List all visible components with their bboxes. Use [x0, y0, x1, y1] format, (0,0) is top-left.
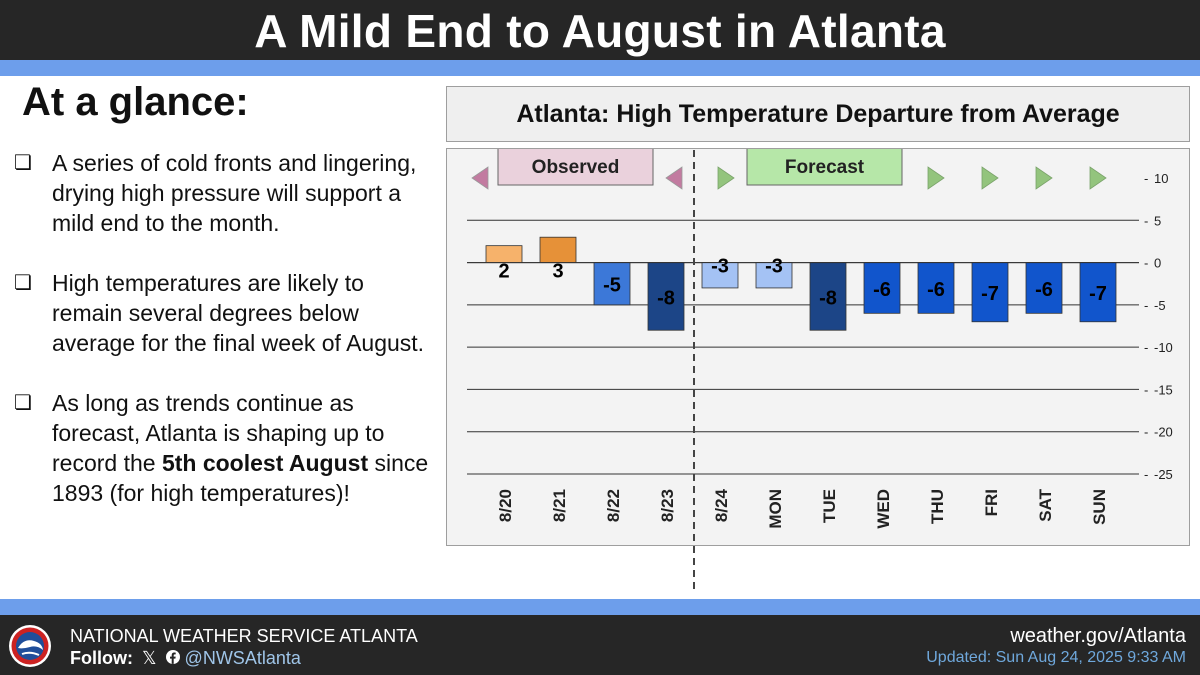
bar — [917, 262, 955, 314]
y-tick-label: -10 — [1154, 340, 1173, 355]
bar-data-label: 3 — [552, 261, 563, 283]
forecast-arrow-icon — [717, 166, 735, 190]
bar-data-label: -5 — [603, 275, 621, 297]
forecast-label: Forecast — [785, 157, 865, 178]
bar-data-label: -3 — [711, 256, 729, 278]
bar — [971, 262, 1009, 323]
footer: NATIONAL WEATHER SERVICE ATLANTA Follow:… — [0, 615, 1200, 675]
bottom-accent-band — [0, 599, 1200, 615]
glance-bullet: ❏ A series of cold fronts and lingering, … — [14, 148, 434, 238]
x-tick-label: 8/20 — [496, 489, 515, 522]
y-tick-label: -20 — [1154, 425, 1173, 440]
bullet-text: since 1893 (for high temperatures)! — [52, 450, 429, 506]
y-tick-label: - — [1144, 425, 1148, 440]
forecast-label-box — [746, 149, 903, 186]
bar — [1025, 262, 1063, 314]
bullet-text: A series of cold fronts and lingering, d… — [52, 150, 417, 236]
y-tick-label: - — [1144, 171, 1148, 186]
bar — [593, 262, 631, 306]
bar — [539, 236, 577, 263]
x-tick-label: 8/24 — [712, 488, 731, 522]
follow-label: Follow: — [70, 648, 133, 668]
bar — [755, 262, 793, 289]
checkbox-icon: ❏ — [14, 152, 32, 174]
checkbox-icon: ❏ — [14, 392, 32, 414]
website-link[interactable]: weather.gov/Atlanta — [1010, 625, 1186, 647]
bar-data-label: 2 — [498, 261, 509, 283]
y-tick-label: - — [1144, 340, 1148, 355]
observed-arrow-icon — [665, 166, 683, 190]
forecast-arrow-icon — [1035, 166, 1053, 190]
org-name: NATIONAL WEATHER SERVICE ATLANTA — [70, 626, 418, 646]
y-tick-label: - — [1144, 467, 1148, 482]
bullet-text: As long as trends continue as forecast, … — [52, 390, 385, 476]
x-tick-label: MON — [766, 489, 785, 529]
glance-bullet: ❏ High temperatures are likely to remain … — [14, 268, 434, 358]
observed-label: Observed — [532, 157, 620, 178]
bar-data-label: -3 — [765, 256, 783, 278]
glance-heading: At a glance: — [22, 80, 249, 124]
bar — [701, 262, 739, 289]
x-tick-label: 8/21 — [550, 489, 569, 522]
bullet-emphasis: 5th coolest August — [161, 450, 369, 476]
bar-data-label: -6 — [1035, 279, 1053, 301]
bar — [1079, 262, 1117, 323]
divider-overlay — [693, 150, 695, 590]
y-tick-label: -25 — [1154, 467, 1173, 482]
bar-data-label: -8 — [657, 287, 675, 309]
observed-label-box — [497, 149, 654, 186]
y-tick-label: -15 — [1154, 382, 1173, 397]
x-tick-label: THU — [928, 489, 947, 524]
glance-bullet: ❏ As long as trends continue as forecast,… — [14, 388, 434, 508]
checkbox-icon: ❏ — [14, 272, 32, 294]
y-tick-label: - — [1144, 213, 1148, 228]
x-tick-label: WED — [874, 489, 893, 529]
forecast-arrow-icon — [927, 166, 945, 190]
forecast-arrow-icon — [981, 166, 999, 190]
glance-bullet-list: ❏ A series of cold fronts and lingering, … — [14, 148, 434, 538]
x-tick-label: SAT — [1036, 488, 1055, 521]
x-tick-label: 8/23 — [658, 489, 677, 522]
x-tick-label: 8/22 — [604, 489, 623, 522]
follow-line: Follow: 𝕏 @NWSAtlanta — [70, 648, 301, 669]
observed-arrow-icon — [471, 166, 489, 190]
y-tick-label: -5 — [1154, 298, 1166, 313]
bar-data-label: -7 — [981, 283, 999, 305]
chart-area: -10-5-0- -5- -10- -15- -20- -25 Observed Foreca… — [446, 148, 1190, 546]
top-accent-band — [0, 60, 1200, 76]
y-tick-label: - — [1144, 382, 1148, 397]
x-icon[interactable]: 𝕏 — [142, 648, 157, 668]
y-tick-label: 5 — [1154, 213, 1161, 228]
forecast-arrow-icon — [1089, 166, 1107, 190]
bar-data-label: -8 — [819, 287, 837, 309]
x-tick-label: FRI — [982, 489, 1001, 516]
y-tick-label: 0 — [1154, 256, 1161, 271]
bar-data-label: -6 — [873, 279, 891, 301]
nws-logo-icon — [9, 625, 51, 667]
bar-data-label: -6 — [927, 279, 945, 301]
social-handle-link[interactable]: @NWSAtlanta — [184, 648, 301, 668]
chart-title-box: Atlanta: High Temperature Departure from… — [446, 86, 1190, 142]
y-tick-label: - — [1144, 298, 1148, 313]
chart-title: Atlanta: High Temperature Departure from… — [516, 100, 1120, 128]
facebook-icon[interactable] — [165, 648, 180, 669]
x-tick-label: TUE — [820, 489, 839, 523]
page-title: A Mild End to August in Atlanta — [254, 5, 946, 57]
bar-data-label: -7 — [1089, 283, 1107, 305]
bullet-text: High temperatures are likely to remain s… — [52, 270, 425, 356]
x-tick-label: SUN — [1090, 489, 1109, 525]
y-tick-label: 10 — [1154, 171, 1168, 186]
updated-timestamp: Updated: Sun Aug 24, 2025 9:33 AM — [926, 649, 1186, 666]
y-tick-label: - — [1144, 256, 1148, 271]
title-bar: A Mild End to August in Atlanta — [0, 0, 1200, 60]
bar — [809, 262, 847, 331]
